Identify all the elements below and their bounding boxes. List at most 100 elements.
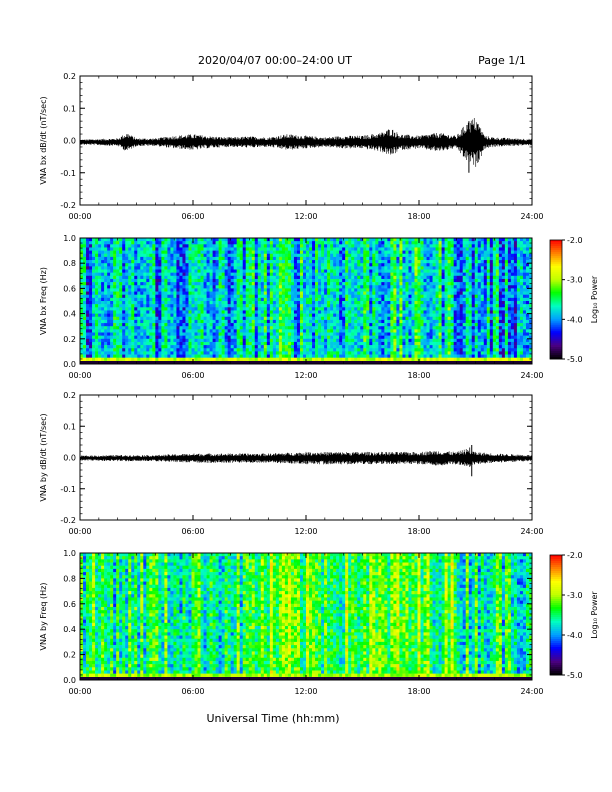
heatmap-cell [101,241,105,245]
heatmap-cell [480,326,485,330]
heatmap-cell [242,297,247,302]
heatmap-cell [378,291,382,295]
heatmap-cell [435,313,439,318]
heatmap-cell [107,285,111,289]
heatmap-cell [324,238,328,242]
heatmap-cell [92,329,96,333]
heatmap-cell [275,256,280,261]
heatmap-cell [191,253,195,258]
heatmap-cell [465,278,470,283]
heatmap-cell [435,247,439,251]
heatmap-cell [281,313,286,318]
heatmap-cell [242,304,247,308]
heatmap-cell [447,253,451,258]
heatmap-cell [257,319,262,324]
heatmap-cell [212,266,216,270]
heatmap-cell [447,241,451,245]
heatmap-cell [324,285,328,289]
heatmap-cell [492,307,497,311]
heatmap-cell [399,329,403,333]
heatmap-cell [480,288,485,292]
heatmap-cell [158,313,162,318]
heatmap-cell [468,282,473,286]
heatmap-cell [284,313,289,318]
heatmap-cell [293,253,298,258]
heatmap-cell [149,260,153,264]
heatmap-cell [182,338,186,343]
heatmap-cell [507,329,512,333]
heatmap-cell [357,263,361,267]
heatmap-cell [492,313,497,318]
heatmap-cell [429,272,433,277]
heatmap-cell [411,291,415,295]
heatmap-cell [372,294,376,299]
heatmap-cell [182,285,186,289]
heatmap-cell [453,304,457,308]
heatmap-cell [354,291,358,295]
heatmap-cell [459,241,463,245]
heatmap-cell [149,272,153,277]
heatmap-cell [95,304,99,308]
heatmap-cell [152,319,156,324]
heatmap-cell [411,310,415,314]
heatmap-cell [324,294,328,299]
heatmap-cell [510,266,515,270]
panel-bx-spectrogram: 1.00.80.60.40.20.000:00 06:00 12:00 18:00 24… [39,234,544,380]
heatmap-cell [438,272,442,277]
heatmap-cell [420,307,424,311]
heatmap-cell [197,260,201,264]
heatmap-cell [324,319,328,324]
heatmap-cell [528,256,533,261]
heatmap-cell [405,244,409,248]
heatmap-cell [143,297,147,302]
heatmap-cell [278,241,283,245]
heatmap-cell [351,285,355,289]
heatmap-cell [275,297,280,302]
heatmap-cell [465,335,470,340]
heatmap-cell [387,316,391,321]
heatmap-cell [104,294,108,299]
heatmap-cell [429,244,433,248]
heatmap-cell [251,250,256,255]
heatmap-cell [480,260,485,264]
heatmap-cell [426,241,430,245]
heatmap-cell [158,241,162,245]
heatmap-cell [369,329,373,333]
heatmap-cell [89,260,93,264]
heatmap-cell [296,278,301,283]
heatmap-cell [516,323,521,327]
heatmap-cell [321,285,325,289]
heatmap-cell [426,313,430,318]
heatmap-cell [119,338,123,343]
heatmap-cell [113,260,117,264]
heatmap-cell [113,310,117,314]
heatmap-cell [218,238,222,242]
heatmap-cell [98,278,102,283]
heatmap-cell [516,304,521,308]
heatmap-cell [414,294,418,299]
heatmap-cell [429,282,433,286]
heatmap-cell [396,272,400,277]
heatmap-cell [363,250,367,255]
heatmap-cell [375,307,379,311]
heatmap-cell [444,297,448,302]
heatmap-cell [137,294,141,299]
heatmap-cell [345,272,349,277]
heatmap-cell [357,266,361,270]
heatmap-cell [131,338,135,343]
heatmap-cell [459,297,463,302]
heatmap-cell [293,297,298,302]
heatmap-cell [131,332,135,336]
heatmap-cell [315,241,319,245]
x-tick-label: 12:00 [294,212,317,221]
heatmap-cell [221,291,225,295]
heatmap-cell [152,278,156,283]
heatmap-cell [456,238,460,242]
heatmap-cell [92,275,96,280]
heatmap-cell [101,307,105,311]
heatmap-cell [357,291,361,295]
heatmap-cell [321,253,325,258]
heatmap-cell [402,275,406,280]
heatmap-cell [444,241,448,245]
heatmap-cell [269,329,274,333]
